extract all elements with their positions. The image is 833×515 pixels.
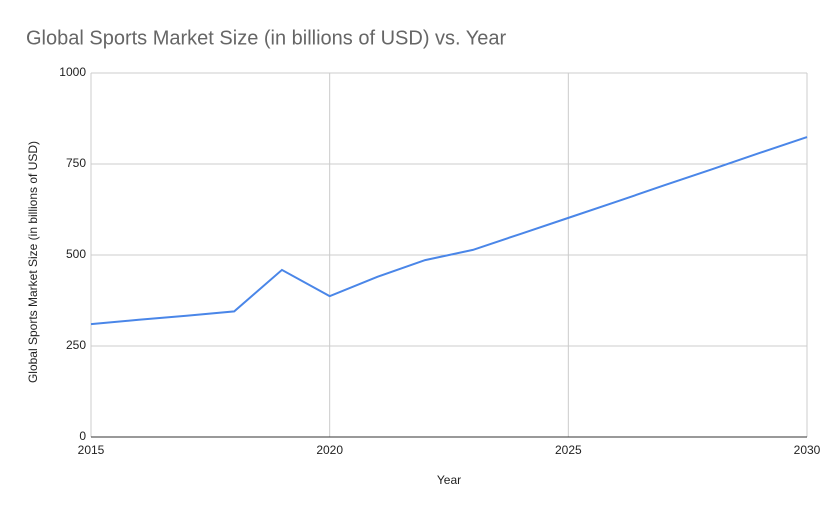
y-tick-label: 500 xyxy=(66,247,86,261)
x-tick-label: 2025 xyxy=(555,443,582,457)
x-tick-label: 2030 xyxy=(794,443,821,457)
y-tick-label: 250 xyxy=(66,338,86,352)
x-axis-label: Year xyxy=(437,473,461,487)
y-axis-label: Global Sports Market Size (in billions o… xyxy=(26,141,40,383)
y-tick-label: 0 xyxy=(79,429,86,443)
x-tick-label: 2020 xyxy=(316,443,343,457)
x-tick-label: 2015 xyxy=(78,443,105,457)
y-tick-label: 1000 xyxy=(59,65,86,79)
y-tick-label: 750 xyxy=(66,156,86,170)
chart-title: Global Sports Market Size (in billions o… xyxy=(26,27,507,49)
data-line xyxy=(90,136,808,326)
